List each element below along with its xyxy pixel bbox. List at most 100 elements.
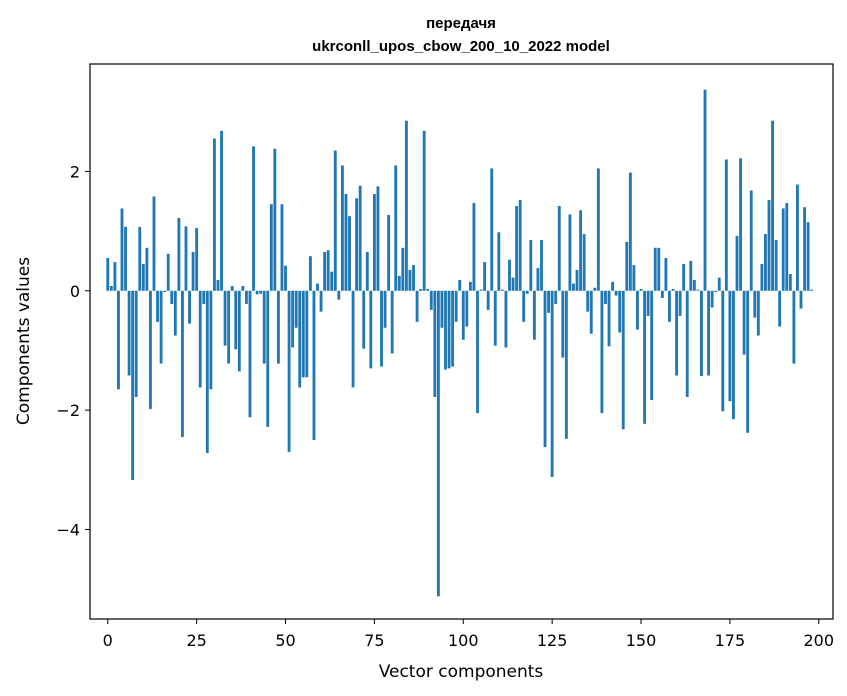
bar	[436, 290, 440, 597]
bar	[515, 206, 519, 291]
bar	[639, 288, 643, 291]
bars-group	[106, 89, 814, 597]
bar	[166, 253, 170, 291]
bar	[184, 226, 188, 291]
bar	[401, 247, 405, 291]
bar	[412, 265, 415, 291]
bar	[760, 263, 764, 291]
bar	[419, 288, 423, 291]
bar	[685, 290, 689, 397]
bar	[518, 200, 522, 291]
bar	[170, 290, 174, 304]
bar	[785, 203, 789, 291]
bar	[188, 290, 191, 324]
bar	[796, 184, 799, 291]
bar	[465, 290, 469, 327]
bar	[117, 290, 120, 390]
bar	[604, 290, 607, 304]
y-tick-label: 0	[70, 282, 80, 301]
bar	[259, 290, 263, 294]
bar	[245, 290, 248, 304]
bar	[500, 289, 504, 291]
x-tick-label: 25	[186, 631, 206, 650]
bar	[582, 234, 586, 291]
bar	[273, 148, 277, 291]
bar	[205, 290, 209, 454]
bar	[159, 290, 163, 364]
bar	[458, 280, 462, 291]
bar	[575, 269, 579, 291]
bar	[810, 289, 814, 291]
bar	[220, 130, 223, 291]
x-tick-label: 175	[715, 631, 746, 650]
bar	[671, 288, 675, 291]
bar	[493, 290, 497, 346]
bar	[113, 262, 117, 291]
bar	[141, 263, 145, 291]
bar	[426, 288, 430, 291]
bar	[657, 247, 661, 291]
bar	[451, 290, 455, 367]
bar	[209, 290, 213, 390]
bar	[216, 280, 220, 291]
bar	[735, 235, 739, 291]
bar	[227, 290, 231, 364]
bar	[365, 251, 369, 291]
bar	[177, 217, 181, 291]
bar	[326, 250, 330, 291]
bar	[362, 290, 366, 349]
bar	[213, 138, 216, 291]
bar	[372, 194, 376, 291]
x-tick-label: 0	[103, 631, 113, 650]
chart-subtitle: ukrconll_upos_cbow_200_10_2022 model	[312, 38, 610, 55]
bar	[422, 130, 426, 291]
bar	[543, 290, 547, 448]
bar	[564, 290, 568, 439]
bar	[589, 290, 593, 334]
bar	[756, 290, 760, 336]
bar	[497, 232, 501, 291]
bar	[312, 290, 316, 440]
bar	[636, 290, 639, 330]
x-tick-label: 100	[448, 631, 479, 650]
bar	[131, 290, 135, 480]
bar	[333, 150, 337, 291]
bar	[241, 286, 245, 291]
bar	[156, 290, 159, 322]
bar	[778, 290, 782, 327]
bar	[248, 290, 252, 418]
bar	[614, 290, 618, 296]
bar	[387, 214, 391, 291]
bar	[621, 290, 625, 430]
bar	[476, 290, 479, 414]
bar	[390, 290, 394, 354]
bar	[276, 290, 280, 364]
bar	[721, 290, 725, 412]
bar	[284, 265, 287, 291]
bar	[266, 290, 270, 427]
bar	[152, 196, 156, 291]
bar	[237, 290, 241, 372]
bar	[749, 190, 753, 291]
bar	[173, 290, 177, 336]
bar	[643, 290, 646, 424]
bar	[106, 257, 110, 291]
bar	[771, 120, 774, 291]
bar	[181, 290, 184, 437]
bar	[252, 146, 255, 291]
bar	[138, 226, 142, 291]
bar	[348, 216, 351, 291]
bar	[668, 290, 671, 322]
x-axis-label: Vector components	[379, 662, 544, 682]
bar	[287, 290, 291, 452]
bar	[525, 290, 529, 294]
bar	[664, 257, 668, 291]
bar	[369, 290, 373, 369]
bar	[134, 290, 138, 397]
bar	[696, 289, 700, 291]
bar	[799, 290, 803, 309]
bar	[305, 290, 309, 378]
bar	[628, 172, 632, 291]
bar	[774, 240, 778, 291]
bar	[717, 277, 721, 291]
